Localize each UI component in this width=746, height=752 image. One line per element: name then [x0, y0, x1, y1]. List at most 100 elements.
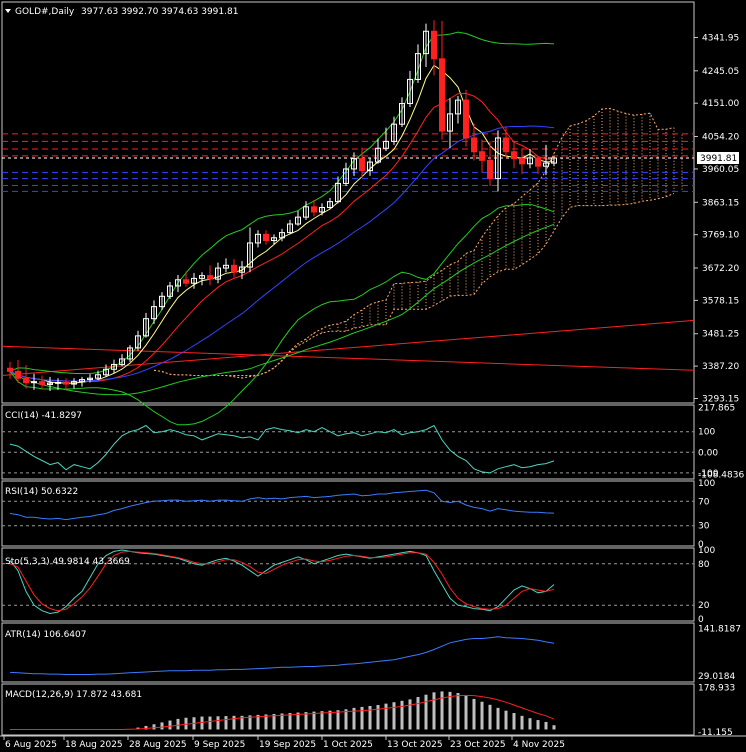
candle-body	[439, 58, 445, 132]
candle-body	[503, 137, 509, 153]
candle-body	[295, 216, 301, 225]
price-tick-label: 3960.05	[702, 165, 739, 175]
symbol-label: GOLD#,Daily	[15, 7, 75, 17]
macd-histogram-bar	[184, 717, 188, 730]
macd-histogram-bar	[480, 701, 484, 730]
candle-body	[7, 367, 13, 372]
candle-body	[479, 151, 485, 161]
macd-histogram-bar	[264, 714, 268, 730]
pane-rsi	[2, 489, 694, 527]
rsi-label: RSI(14) 50.6322	[5, 487, 78, 497]
candle-body	[223, 264, 229, 269]
price-tick-label: 3293.15	[702, 394, 739, 404]
candle-body	[15, 370, 21, 379]
current-price-tag: 3991.81	[697, 152, 739, 164]
pane-frame-3	[1, 547, 695, 622]
macd-histogram-bar	[424, 694, 428, 730]
candle-body	[247, 242, 253, 268]
candle-body	[487, 159, 493, 180]
candle-body	[327, 201, 333, 208]
macd-histogram-bar	[416, 697, 420, 730]
pane-macd	[10, 691, 556, 730]
candle-body	[463, 99, 469, 139]
pane-stochastic	[2, 549, 694, 615]
candle-body	[343, 168, 349, 184]
macd-histogram-bar	[448, 691, 452, 730]
candle-body	[255, 233, 261, 244]
macd-histogram-bar	[168, 720, 172, 730]
candle-body	[407, 78, 413, 105]
candle-body	[551, 157, 557, 164]
macd-histogram-bar	[552, 725, 556, 730]
candle-body	[31, 381, 37, 384]
atr-label: ATR(14) 106.6407	[5, 630, 87, 640]
candle-body	[319, 206, 325, 213]
cloud-span-b	[153, 192, 675, 376]
time-tick-label: 13 Oct 2025	[387, 740, 443, 750]
price-tick-label: 3578.15	[702, 296, 739, 306]
indicator-tick-label: 178.933	[698, 683, 735, 693]
indicator-tick-label: -108.4836	[698, 471, 744, 481]
candle-body	[471, 137, 477, 153]
macd-histogram-bar	[160, 722, 164, 730]
macd-histogram-bar	[392, 702, 396, 730]
stoch-label: Sto(5,3,3) 49.9814 43.3669	[5, 557, 130, 567]
indicator-tick-label: 70	[698, 497, 710, 507]
indicator-tick-label: -11.155	[698, 728, 733, 738]
indicator-tick-label: 141.8187	[698, 624, 741, 634]
candle-body	[375, 147, 381, 163]
stoch-main-line	[9, 549, 555, 615]
candle-body	[311, 206, 317, 213]
macd-histogram-bar	[200, 716, 204, 730]
dropdown-triangle-icon[interactable]	[5, 9, 11, 13]
macd-histogram-bar	[472, 698, 476, 730]
pane-frame-2	[1, 480, 695, 547]
candle-body	[87, 377, 93, 381]
time-tick-label: 1 Oct 2025	[323, 740, 373, 750]
price-tick-label: 3672.20	[702, 264, 739, 274]
time-tick-label: 28 Aug 2025	[129, 740, 187, 750]
macd-histogram-bar	[488, 704, 492, 730]
indicator-tick-label: 100	[698, 428, 715, 438]
indicator-tick-label: 80	[698, 560, 710, 570]
candle-body	[167, 285, 173, 297]
candle-body	[543, 162, 549, 167]
candle-body	[79, 379, 85, 383]
macd-histogram-bar	[536, 720, 540, 730]
indicator-tick-label: 100	[698, 546, 715, 556]
indicator-tick-label: 29.0184	[698, 672, 735, 682]
time-tick-label: 19 Sep 2025	[259, 740, 316, 750]
time-tick-label: 18 Aug 2025	[65, 740, 123, 750]
current-price-box	[697, 152, 739, 164]
macd-histogram-bar	[176, 718, 180, 730]
ma-mid-line	[9, 92, 555, 383]
indicator-panes[interactable]	[2, 424, 694, 730]
macd-histogram-bar	[208, 716, 212, 730]
main-price-pane[interactable]	[1, 20, 695, 426]
candle-body	[23, 377, 29, 384]
chart-header: GOLD#,Daily 3977.63 3992.70 3974.63 3991…	[5, 7, 238, 17]
pane-frame-5	[1, 683, 695, 736]
time-tick-label: 23 Oct 2025	[450, 740, 506, 750]
macd-histogram-bar	[256, 714, 260, 730]
indicator-tick-label: 20	[698, 601, 710, 611]
candle-body	[111, 363, 117, 370]
candle-body	[103, 368, 109, 376]
candle-body	[239, 266, 245, 273]
cci-line	[9, 424, 555, 474]
bollinger-lower	[9, 203, 555, 426]
time-tick-label: 4 Nov 2025	[513, 740, 565, 750]
current-price-value: 3991.81	[700, 154, 737, 164]
cci-label: CCI(14) -41.8297	[5, 411, 82, 421]
stoch-signal-line	[9, 550, 555, 612]
price-tick-label: 4054.20	[702, 133, 739, 143]
indicator-tick-label: 0.00	[698, 448, 718, 458]
macd-histogram-bar	[440, 691, 444, 730]
candle-body	[359, 158, 365, 172]
ichimoku-cloud	[153, 107, 683, 379]
candle-body	[159, 295, 165, 308]
macd-histogram-bar	[232, 715, 236, 730]
candle-body	[383, 140, 389, 149]
candle-body	[215, 267, 221, 280]
